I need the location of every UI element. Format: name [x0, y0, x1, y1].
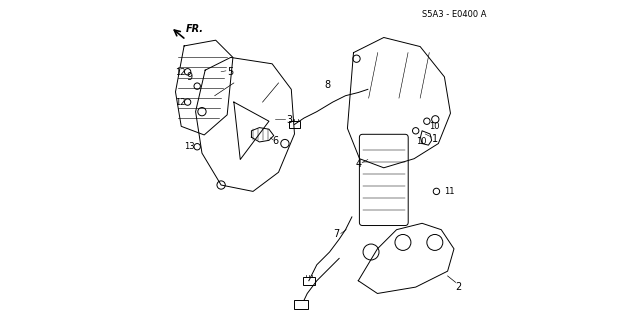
Bar	[289, 121, 300, 128]
Text: FR.: FR.	[186, 24, 204, 34]
Text: S5A3 - E0400 A: S5A3 - E0400 A	[422, 10, 486, 19]
Text: 11: 11	[444, 187, 454, 196]
Text: 10: 10	[429, 122, 440, 130]
Text: 6: 6	[272, 136, 278, 146]
Text: 9: 9	[186, 71, 192, 82]
Text: 12: 12	[175, 98, 186, 107]
Text: 8: 8	[324, 79, 330, 90]
Text: 2: 2	[456, 282, 462, 292]
Text: 10: 10	[416, 137, 427, 146]
Bar	[303, 277, 315, 285]
Text: 13: 13	[184, 142, 195, 151]
Text: 1: 1	[433, 134, 438, 144]
Text: 3: 3	[287, 115, 292, 125]
Text: 5: 5	[227, 67, 233, 77]
Text: 4: 4	[355, 159, 362, 169]
Text: 12: 12	[175, 68, 186, 77]
Text: 7: 7	[333, 229, 340, 240]
Bar	[294, 300, 308, 309]
